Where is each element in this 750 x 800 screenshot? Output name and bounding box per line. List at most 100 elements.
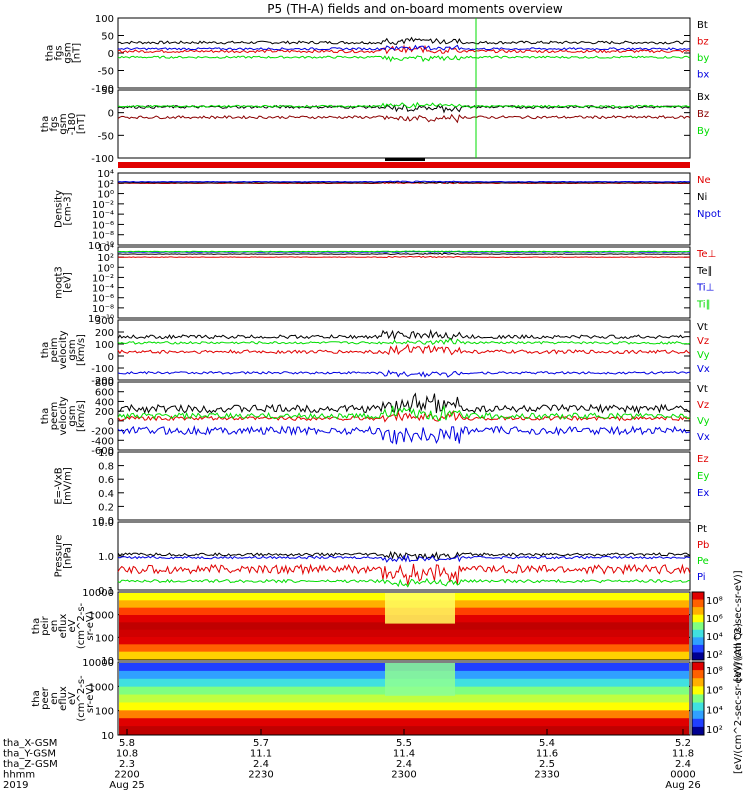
panel-peem_vel: thapeemvelocitygsm[km/s]8006004002000-20… (40, 378, 710, 457)
legend-Vz: Vz (697, 336, 709, 347)
colorbar-tick: 10⁸ (706, 666, 723, 677)
heatmap-band (119, 644, 689, 653)
y-axis-label: gsm (58, 113, 69, 134)
legend-Bx: Bx (697, 92, 710, 103)
y-axis-label: [cm-3] (63, 192, 74, 225)
y-axis-label: eflux (58, 686, 69, 711)
y-axis-label: velocity (58, 396, 69, 435)
y-tick-label: -100 (91, 364, 114, 375)
legend-bx: bx (697, 70, 709, 81)
series-By (117, 101, 691, 109)
y-axis-label: eV (67, 692, 78, 705)
series-by (117, 54, 691, 63)
legend-Vx: Vx (697, 432, 710, 443)
y-axis-label: Pressure (54, 535, 65, 578)
series-Bz (117, 113, 691, 124)
y-tick-label: 600 (95, 388, 114, 399)
panel-frame (117, 381, 691, 451)
x-row-value: 11.4 (393, 749, 415, 760)
x-row-value: 5.5 (396, 738, 412, 749)
x-row-value: 11.8 (672, 749, 694, 760)
series-Vz (117, 409, 691, 423)
y-tick-label: 10⁻⁸ (92, 304, 114, 315)
colorbar-segment (692, 678, 704, 687)
colorbar-segment (692, 614, 704, 623)
heatmap-band (119, 637, 689, 645)
panel-frame (117, 319, 691, 381)
y-tick-label: 0 (108, 352, 114, 363)
colorbar-segment (692, 622, 704, 631)
legend-Vt: Vt (697, 384, 708, 395)
colorbar-segment (692, 686, 704, 695)
legend-Bz: Bz (697, 109, 709, 120)
y-axis-label: E=-VxB (54, 467, 65, 504)
y-tick-label: 100 (95, 707, 114, 718)
y-axis-label: [nT] (72, 43, 83, 63)
x-row-value: 2.4 (396, 759, 412, 770)
colorbar-segment (692, 599, 704, 608)
series-Npot (117, 180, 691, 183)
colorbar-tick: 10⁶ (706, 686, 723, 697)
x-row-value: 10.8 (116, 749, 138, 760)
y-tick-label: 10.0 (92, 518, 114, 529)
panel-density: Density[cm-3]10⁴10²10⁰10⁻²10⁻⁴10⁻⁶10⁻⁸10… (54, 169, 721, 252)
heatmap-band (119, 629, 689, 638)
colorbar-segment (692, 644, 704, 653)
colorbar-tick: 10⁶ (706, 614, 723, 625)
heatmap-band (119, 651, 689, 660)
heatmap-band (119, 694, 689, 703)
colorbar-segment (692, 607, 704, 616)
y-tick-label: 0 (108, 49, 114, 60)
y-axis-label: fgs (49, 116, 60, 131)
colorbar-tick: 10⁴ (706, 632, 723, 643)
y-axis-label: [eV] (63, 272, 74, 293)
y-tick-label: 10⁻⁸ (92, 231, 114, 242)
colorbar-segment (692, 726, 704, 736)
colorbar-frame (691, 661, 705, 736)
y-axis-label: Density (54, 190, 65, 228)
x-row-value: 11.1 (250, 749, 272, 760)
colorbar-segment (692, 592, 704, 601)
y-tick-label: 300 (95, 316, 114, 327)
x-row-value: 2.3 (119, 759, 135, 770)
series-Vx (117, 369, 691, 378)
y-axis-label: peer (40, 686, 51, 710)
x-row-label: tha_Z-GSM (3, 759, 58, 770)
legend-By: By (697, 126, 710, 137)
colorbar-segment (692, 629, 704, 638)
y-tick-label: 1000 (89, 682, 114, 693)
legend-Pe: Pe (697, 556, 709, 567)
panel-frame (117, 17, 691, 89)
y-tick-label: 0.1 (98, 586, 114, 597)
y-axis-label: gsm (67, 339, 78, 360)
colorbar-label: [eV/(cm^2-sec-sr-eV)] (733, 570, 744, 681)
y-axis-label: [mV/m] (63, 467, 74, 505)
status-bar (118, 162, 690, 168)
y-tick-label: 0.8 (98, 462, 114, 473)
legend-Vz: Vz (697, 400, 709, 411)
y-tick-label: 0 (108, 417, 114, 428)
x-row-value: 5.2 (675, 738, 691, 749)
y-tick-label: 0.2 (98, 502, 114, 513)
series-Vz (117, 343, 691, 356)
colorbar-segment (692, 702, 704, 712)
y-axis-label: moqt3 (54, 266, 65, 299)
colorbar-segment (692, 652, 704, 661)
plot-title: P5 (TH-A) fields and on-board moments ov… (267, 2, 563, 16)
y-tick-label: 1000 (89, 611, 114, 622)
colorbar-tick: 10⁸ (706, 596, 723, 607)
legend-Ey: Ey (697, 471, 709, 482)
y-axis-label: en (49, 620, 60, 633)
x-row-label: tha_X-GSM (3, 738, 57, 749)
heatmap-event (385, 593, 455, 624)
series-Ti∥ (117, 250, 691, 253)
x-row-value: 2200 (114, 770, 139, 781)
y-axis-label: [km/s] (76, 400, 87, 432)
y-tick-label: 100 (95, 14, 114, 25)
series-Te∥ (117, 252, 691, 256)
x-row-value: 2330 (534, 770, 559, 781)
y-tick-label: 10⁻¹⁰ (88, 314, 114, 325)
y-tick-label: 10⁰ (97, 263, 114, 274)
legend-Te∥: Te∥ (696, 266, 713, 277)
